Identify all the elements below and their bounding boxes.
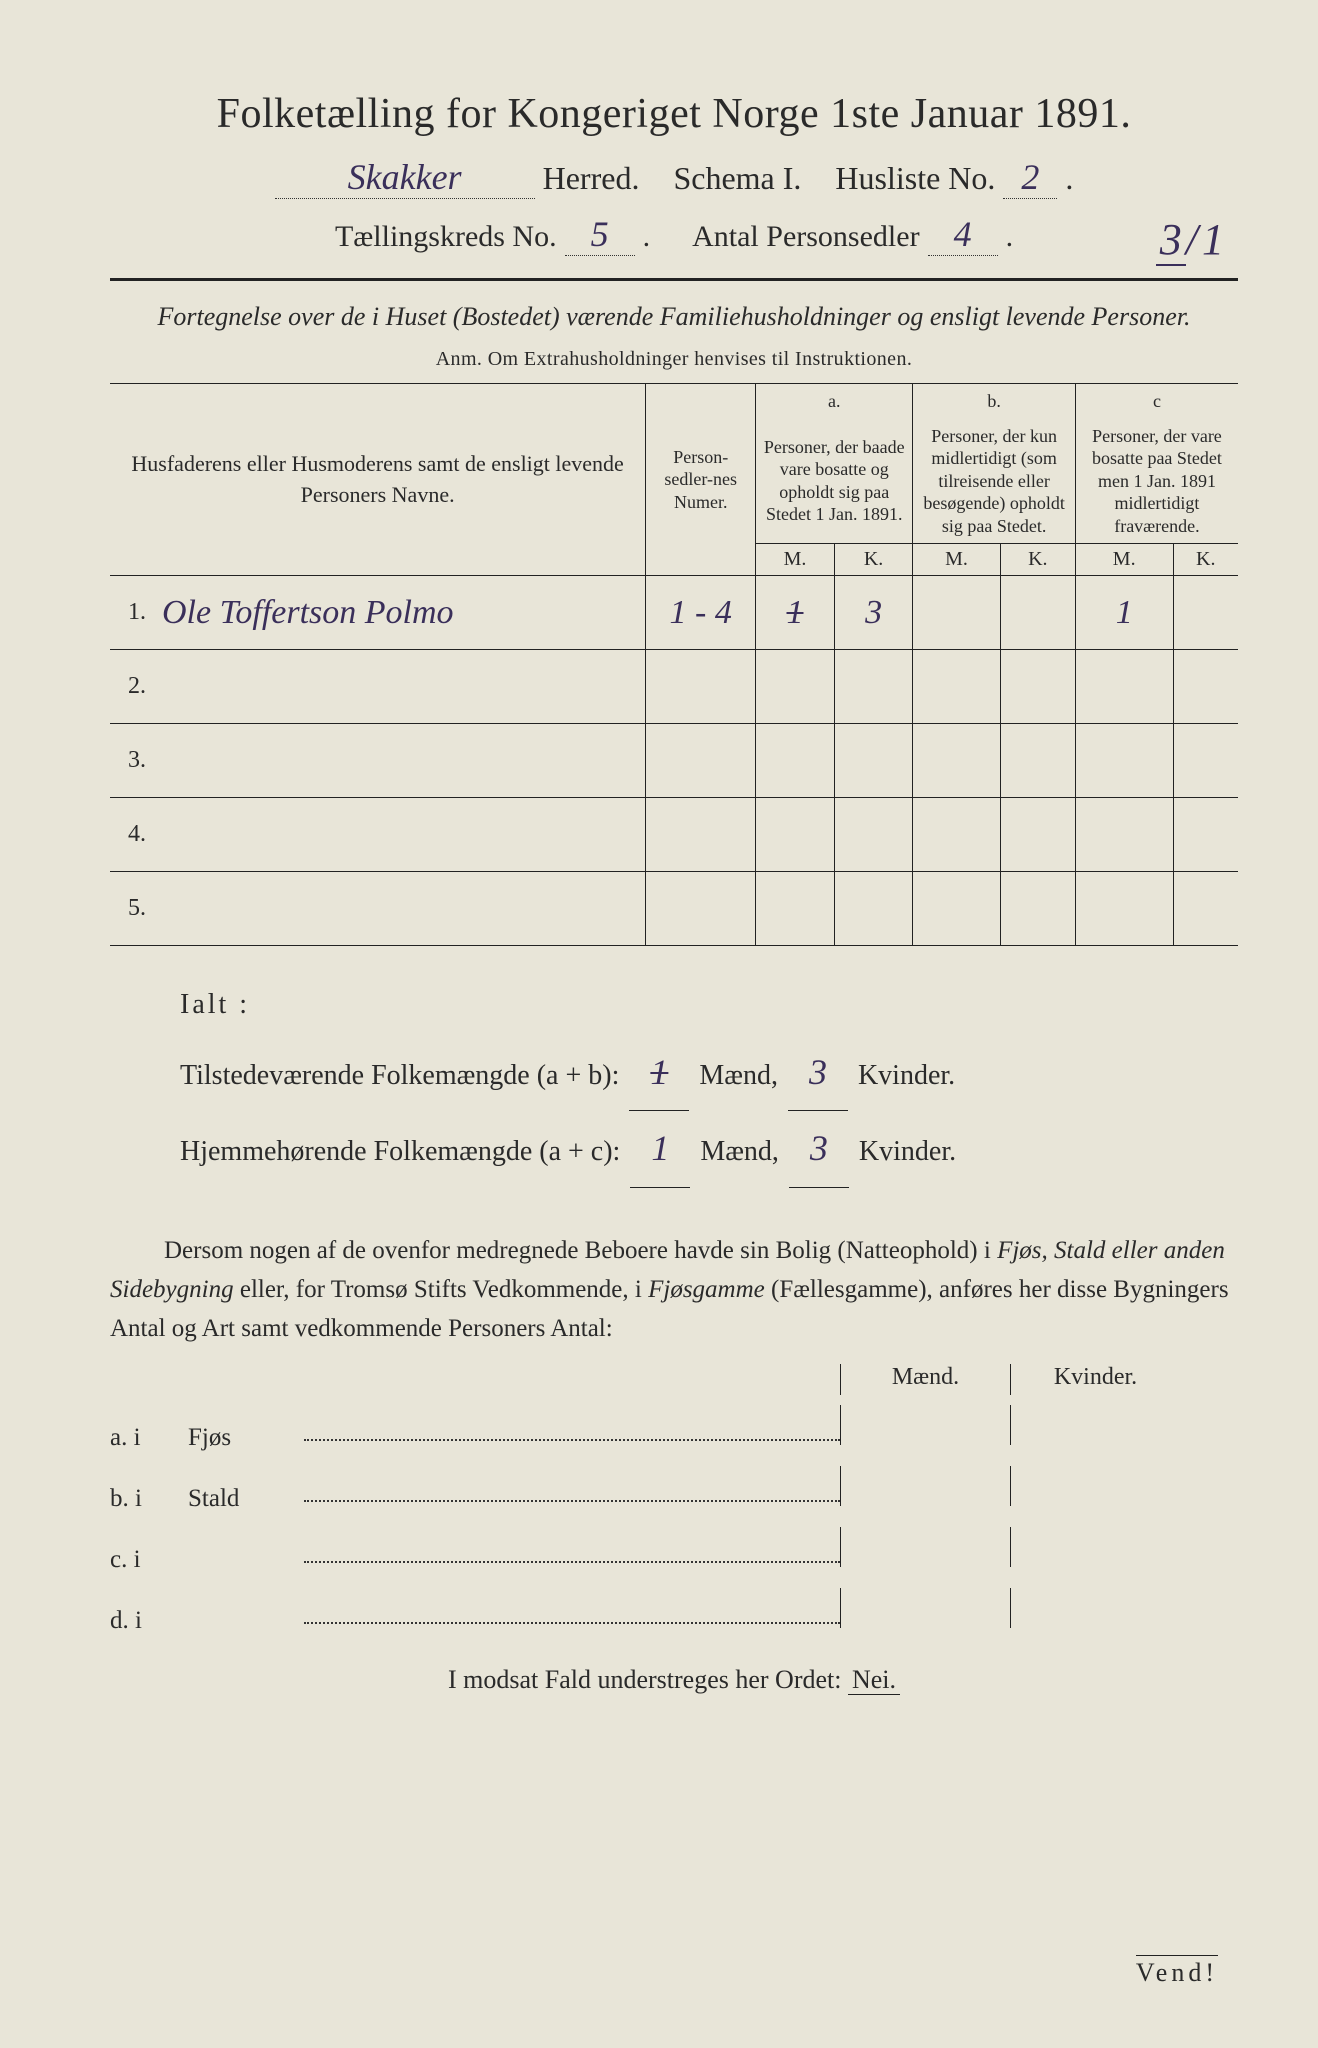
col-a-label: a. (756, 384, 913, 419)
kreds-no: 5 (585, 213, 615, 255)
page-title: Folketælling for Kongeriget Norge 1ste J… (110, 90, 1238, 138)
outbuilding-row: c. i (110, 1527, 1238, 1574)
col-b-desc: Personer, der kun midlertidigt (som tilr… (913, 419, 1076, 544)
hjemme-label: Hjemmehørende Folkemængde (a + c): (180, 1123, 620, 1182)
margin-fraction: 3/1 (1156, 220, 1228, 260)
nei-word: Nei. (848, 1665, 900, 1695)
tilstede-label: Tilstedeværende Folkemængde (a + b): (180, 1047, 619, 1106)
modsat-line: I modsat Fald understreges her Ordet: Ne… (110, 1665, 1238, 1695)
table-row: 1.Ole Toffertson Polmo1 - 4131 (110, 576, 1238, 650)
household-table: Husfaderens eller Husmoderens samt de en… (110, 383, 1238, 946)
husliste-no: 2 (1015, 156, 1045, 198)
col-c-label: c (1075, 384, 1238, 419)
table-row: 5. (110, 872, 1238, 946)
col-c-desc: Personer, der vare bosatte paa Stedet me… (1075, 419, 1238, 544)
hjemme-k: 3 (810, 1128, 828, 1168)
vend-label: Vend! (1136, 1955, 1218, 1988)
table-row: 2. (110, 650, 1238, 724)
kreds-label: Tællingskreds No. (335, 220, 557, 254)
hjemme-m: 1 (651, 1128, 669, 1168)
tilstede-m: 1 (650, 1052, 668, 1092)
col-b-label: b. (913, 384, 1076, 419)
herred-value: Skakker (342, 156, 468, 198)
outbuildings-table: Mænd. Kvinder. a. iFjøs b. iStald c. i d. i (110, 1364, 1238, 1635)
outbuilding-row: d. i (110, 1588, 1238, 1635)
outbuilding-row: b. iStald (110, 1466, 1238, 1513)
header-line-2: Tællingskreds No. 5 . Antal Personsedler… (110, 213, 1238, 256)
ob-head-k: Kvinder. (1010, 1364, 1180, 1395)
col-c-m: M. (1075, 544, 1173, 576)
col-b-k: K. (1000, 544, 1075, 576)
husliste-label: Husliste No. (835, 160, 995, 197)
col-sedler: Person-sedler-nes Numer. (646, 384, 756, 576)
outbuildings-para: Dersom nogen af de ovenfor medregnede Be… (110, 1232, 1238, 1348)
table-row: 3. (110, 724, 1238, 798)
divider (110, 278, 1238, 281)
col-b-m: M. (913, 544, 1000, 576)
anm-note: Anm. Om Extrahusholdninger henvises til … (110, 348, 1238, 371)
ob-head-m: Mænd. (840, 1364, 1010, 1395)
col-a-desc: Personer, der baade vare bosatte og opho… (756, 419, 913, 544)
totals-block: Ialt : Tilstedeværende Folkemængde (a + … (180, 976, 1238, 1188)
table-row: 4. (110, 798, 1238, 872)
antal-label: Antal Personsedler (692, 220, 919, 254)
col-a-m: M. (756, 544, 835, 576)
col-a-k: K. (834, 544, 913, 576)
col-names: Husfaderens eller Husmoderens samt de en… (110, 384, 646, 576)
antal-value: 4 (948, 213, 978, 255)
schema-label: Schema I. (673, 160, 801, 197)
tilstede-k: 3 (809, 1052, 827, 1092)
ialt-label: Ialt : (180, 976, 1238, 1035)
herred-label: Herred. (543, 160, 640, 197)
header-line-1: Skakker Herred. Schema I. Husliste No. 2… (110, 156, 1238, 199)
col-c-k: K. (1173, 544, 1238, 576)
outbuilding-row: a. iFjøs (110, 1405, 1238, 1452)
subtitle: Fortegnelse over de i Huset (Bostedet) v… (110, 299, 1238, 334)
